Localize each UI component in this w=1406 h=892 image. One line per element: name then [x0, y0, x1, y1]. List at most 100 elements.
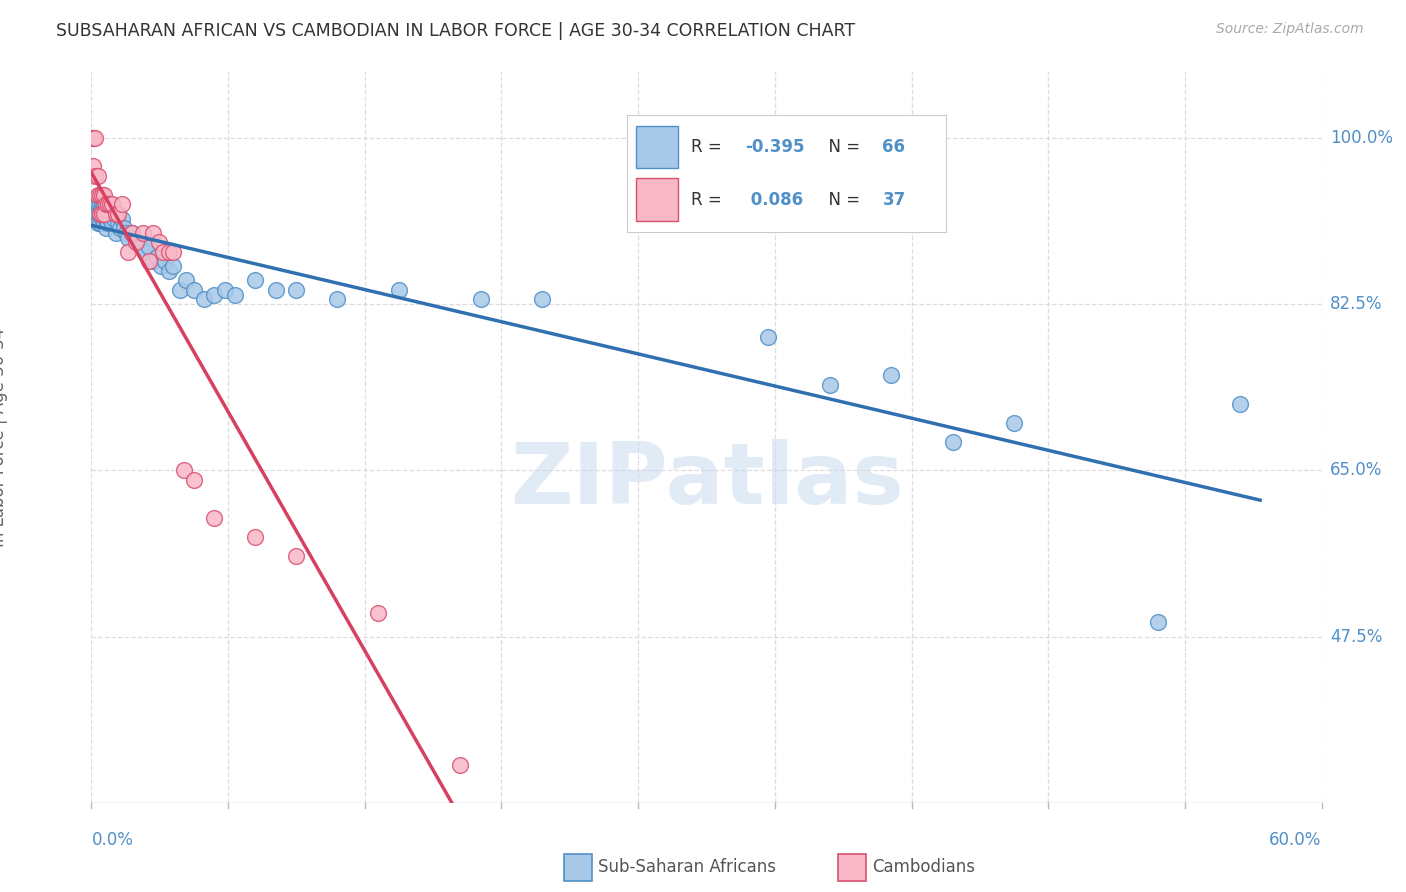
Point [142, 226, 165, 240]
Point [138, 240, 160, 254]
Point [105, 226, 127, 240]
Point [86, 187, 108, 202]
Point [90, 197, 112, 211]
Point [117, 230, 139, 244]
Point [93, 187, 115, 202]
Point [818, 377, 841, 392]
Point [89, 216, 111, 230]
Point [97, 197, 120, 211]
Point [111, 197, 134, 211]
Point [121, 226, 143, 240]
Bar [838, 855, 866, 881]
Point [97, 207, 120, 221]
Point [90, 187, 112, 202]
Point [82, 197, 104, 211]
Text: 0.0%: 0.0% [91, 831, 134, 849]
Point [101, 197, 124, 211]
Point [129, 240, 152, 254]
Point [101, 216, 124, 230]
Point [183, 473, 205, 487]
Point [470, 293, 492, 307]
Point [107, 216, 129, 230]
Point [1002, 416, 1025, 430]
Point [82, 159, 104, 173]
Text: 37: 37 [883, 191, 905, 209]
Point [86, 216, 108, 230]
Text: N =: N = [818, 191, 866, 209]
Point [98, 202, 121, 216]
Point [942, 434, 965, 449]
Point [531, 293, 554, 307]
Point [202, 511, 225, 525]
Point [202, 287, 225, 301]
Bar [636, 126, 678, 168]
Point [245, 530, 267, 544]
Point [90, 211, 112, 226]
Point [98, 197, 121, 211]
Text: 82.5%: 82.5% [1330, 295, 1382, 313]
Point [125, 235, 148, 250]
Point [326, 293, 349, 307]
Point [82, 131, 104, 145]
Point [89, 187, 111, 202]
Point [89, 197, 111, 211]
Point [86, 169, 108, 183]
Text: ZIPatlas: ZIPatlas [509, 440, 904, 523]
Text: N =: N = [818, 138, 866, 156]
Point [367, 606, 389, 620]
Point [150, 259, 173, 273]
Point [173, 463, 195, 477]
Point [101, 207, 124, 221]
Point [117, 244, 139, 259]
Point [214, 283, 236, 297]
Point [93, 207, 115, 221]
Point [107, 207, 129, 221]
Bar [564, 855, 592, 881]
Point [84, 202, 107, 216]
Point [82, 207, 104, 221]
Point [84, 211, 107, 226]
Point [90, 207, 112, 221]
Point [183, 283, 205, 297]
Point [285, 549, 308, 563]
Point [98, 211, 121, 226]
Point [162, 244, 184, 259]
Point [152, 244, 174, 259]
Point [86, 197, 108, 211]
Point [103, 211, 125, 226]
Point [153, 254, 177, 268]
Point [134, 244, 156, 259]
Point [86, 207, 108, 221]
Point [93, 216, 115, 230]
Point [82, 131, 104, 145]
Point [84, 169, 107, 183]
Point [93, 207, 115, 221]
Point [112, 221, 135, 235]
Point [93, 197, 115, 211]
Point [111, 211, 134, 226]
Point [94, 221, 117, 235]
Text: -0.395: -0.395 [745, 138, 804, 156]
Point [121, 226, 143, 240]
Point [157, 264, 180, 278]
Point [245, 273, 267, 287]
Text: 66: 66 [883, 138, 905, 156]
Point [388, 283, 411, 297]
Point [169, 283, 191, 297]
Point [89, 207, 111, 221]
Text: Sub-Saharan Africans: Sub-Saharan Africans [598, 858, 776, 876]
Point [94, 202, 117, 216]
Text: In Labor Force | Age 30-34: In Labor Force | Age 30-34 [0, 327, 8, 547]
Point [125, 235, 148, 250]
Point [84, 193, 107, 207]
Point [224, 287, 246, 301]
Point [1146, 615, 1168, 630]
Point [880, 368, 903, 383]
Point [285, 283, 308, 297]
Text: 100.0%: 100.0% [1330, 128, 1393, 147]
Text: R =: R = [690, 138, 727, 156]
Point [148, 235, 170, 250]
Point [449, 757, 471, 772]
Text: Source: ZipAtlas.com: Source: ZipAtlas.com [1216, 22, 1364, 37]
Text: 47.5%: 47.5% [1330, 628, 1382, 646]
